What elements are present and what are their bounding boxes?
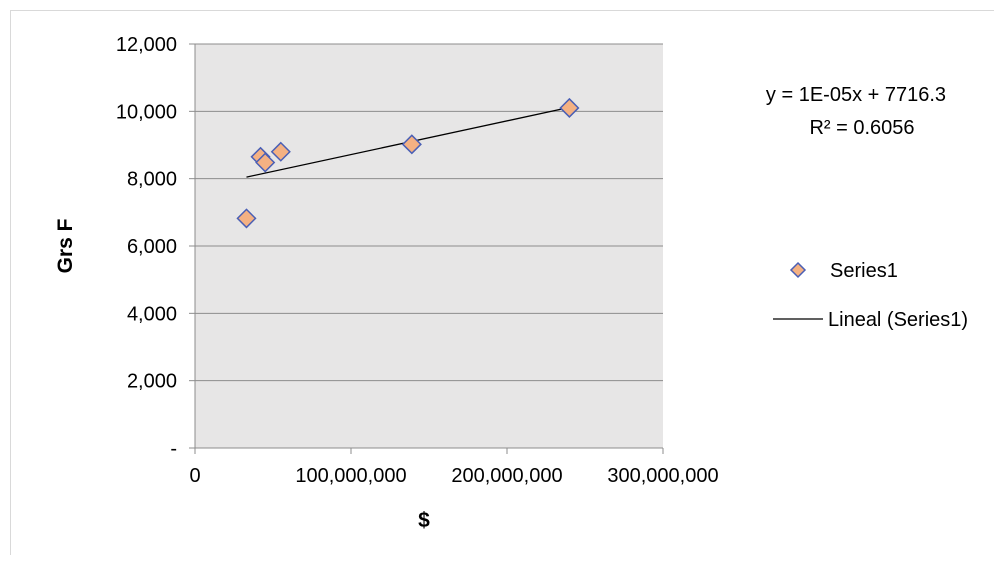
x-tick-label: 100,000,000 bbox=[295, 465, 406, 487]
data-point bbox=[236, 208, 257, 229]
legend-series1-label: Series1 bbox=[830, 260, 898, 282]
trendline-r-squared: R² = 0.6056 bbox=[809, 117, 914, 139]
x-tick-label: 200,000,000 bbox=[451, 465, 562, 487]
data-points bbox=[236, 97, 580, 229]
y-axis-ticks: - 2,000 4,000 6,000 8,000 10,000 12,000 bbox=[116, 34, 195, 460]
y-tick-label: 12,000 bbox=[116, 34, 177, 56]
y-tick-label: 8,000 bbox=[127, 169, 177, 191]
legend-trendline-label: Lineal (Series1) bbox=[828, 309, 968, 331]
x-tick-label: 300,000,000 bbox=[607, 465, 718, 487]
data-point bbox=[255, 152, 276, 173]
x-tick-label: 0 bbox=[189, 465, 200, 487]
y-axis-title: Grs F bbox=[54, 218, 77, 273]
data-point bbox=[270, 141, 291, 162]
chart-frame bbox=[10, 10, 994, 555]
legend-series1-marker bbox=[789, 261, 807, 279]
trendline-equation: y = 1E-05x + 7716.3 bbox=[766, 84, 946, 106]
x-axis-title: $ bbox=[418, 509, 430, 532]
legend: Series1 Lineal (Series1) bbox=[773, 260, 968, 331]
data-point bbox=[559, 97, 580, 119]
y-tick-label: - bbox=[170, 438, 177, 460]
y-tick-label: 6,000 bbox=[127, 236, 177, 258]
x-axis-ticks: 0 100,000,000 200,000,000 300,000,000 bbox=[189, 448, 719, 487]
data-point bbox=[401, 134, 422, 155]
legend-series1-diamond bbox=[789, 261, 807, 279]
y-tick-label: 2,000 bbox=[127, 371, 177, 393]
y-tick-label: 4,000 bbox=[127, 303, 177, 325]
y-tick-label: 10,000 bbox=[116, 101, 177, 123]
gridlines bbox=[195, 43, 663, 382]
